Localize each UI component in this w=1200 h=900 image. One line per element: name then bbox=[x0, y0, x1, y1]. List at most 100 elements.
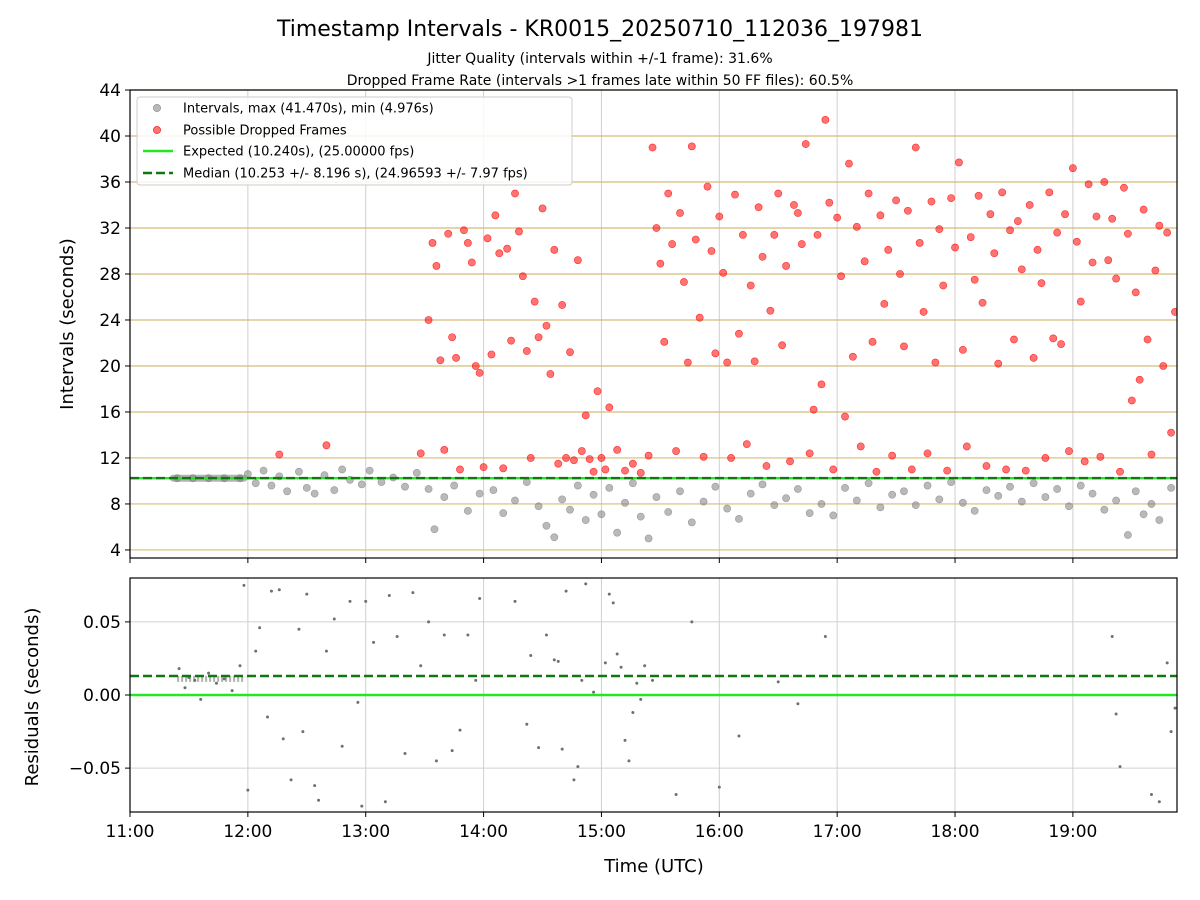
interval-point bbox=[1155, 516, 1164, 524]
dropped-frame-point bbox=[754, 203, 763, 212]
dropped-frame-point bbox=[1045, 188, 1054, 197]
dropped-frame-point bbox=[1017, 265, 1026, 274]
dropped-frame-point bbox=[577, 447, 586, 455]
interval-point bbox=[746, 489, 755, 498]
dropped-frame-point bbox=[668, 240, 677, 248]
dropped-frame-point bbox=[440, 446, 449, 454]
chart-subtitle-jitter: Jitter Quality (intervals within +/-1 fr… bbox=[426, 51, 772, 67]
dropped-frame-point bbox=[935, 225, 944, 234]
dropped-frame-point bbox=[892, 196, 900, 205]
dropped-frame-point bbox=[585, 455, 594, 464]
dropped-frame-point bbox=[974, 191, 983, 200]
interval-point bbox=[550, 533, 559, 542]
dropped-frame-point bbox=[672, 447, 680, 455]
dropped-frame-point bbox=[448, 333, 457, 342]
dropped-frame-point bbox=[518, 272, 527, 281]
dropped-frame-point bbox=[1147, 450, 1156, 459]
dropped-frame-point bbox=[1096, 452, 1105, 461]
dropped-frame-point bbox=[558, 301, 567, 309]
residual-point bbox=[183, 686, 187, 690]
top-y-tick-label: 40 bbox=[99, 127, 121, 147]
residual-point bbox=[552, 658, 556, 662]
residual-point bbox=[1157, 800, 1161, 804]
legend-dropped-marker bbox=[153, 126, 161, 134]
interval-point bbox=[424, 485, 433, 493]
interval-point bbox=[644, 534, 653, 543]
interval-point bbox=[267, 481, 276, 490]
residual-point bbox=[1110, 635, 1114, 638]
residual-point bbox=[603, 661, 607, 665]
residual-point bbox=[403, 752, 407, 755]
residual-point bbox=[372, 640, 376, 644]
dropped-frame-point bbox=[1076, 297, 1085, 306]
interval-point bbox=[377, 478, 386, 487]
residual-point bbox=[411, 591, 415, 595]
interval-point bbox=[295, 467, 303, 476]
interval-point bbox=[330, 486, 339, 495]
residual-point bbox=[222, 677, 226, 681]
dropped-frame-point bbox=[621, 466, 629, 475]
dropped-frame-point bbox=[813, 230, 822, 239]
residual-point bbox=[387, 594, 391, 598]
residual-point bbox=[434, 759, 438, 763]
residual-point bbox=[246, 788, 250, 792]
dropped-frame-point bbox=[475, 368, 484, 377]
top-plot-frame bbox=[129, 89, 1178, 559]
dropped-frame-point bbox=[731, 190, 739, 199]
top-y-tick-label: 32 bbox=[99, 219, 121, 239]
interval-point bbox=[805, 509, 814, 518]
dropped-frame-point bbox=[546, 370, 555, 378]
dropped-frame-point bbox=[994, 359, 1003, 368]
residual-point bbox=[525, 722, 529, 726]
legend-median-label: Median (10.253 +/- 8.196 s), (24.96593 +… bbox=[183, 167, 528, 182]
dropped-frame-point bbox=[738, 230, 747, 239]
dropped-frame-point bbox=[1108, 214, 1117, 223]
dropped-frame-point bbox=[746, 281, 755, 290]
interval-point bbox=[558, 495, 567, 504]
interval-point bbox=[1029, 479, 1038, 488]
dropped-frame-point bbox=[1021, 466, 1030, 475]
dropped-frame-point bbox=[817, 380, 826, 389]
interval-point bbox=[522, 478, 531, 487]
dropped-frame-point bbox=[864, 189, 873, 198]
residual-point bbox=[796, 702, 800, 706]
dropped-frame-point bbox=[699, 452, 708, 461]
dropped-frame-point bbox=[479, 463, 488, 472]
dropped-frame-point bbox=[1006, 226, 1014, 235]
interval-point bbox=[628, 479, 637, 488]
dropped-frame-point bbox=[1061, 210, 1069, 219]
dropped-frame-point bbox=[998, 188, 1007, 197]
dropped-frame-point bbox=[1084, 180, 1093, 189]
top-y-tick-label: 36 bbox=[99, 173, 121, 193]
interval-point bbox=[1053, 485, 1062, 493]
interval-point bbox=[310, 489, 319, 498]
dropped-frame-point bbox=[797, 240, 806, 248]
dropped-frame-point bbox=[1088, 258, 1097, 267]
interval-point bbox=[251, 479, 260, 488]
dropped-frame-point bbox=[322, 441, 331, 450]
interval-point bbox=[758, 480, 767, 489]
residual-point bbox=[580, 678, 584, 682]
dropped-frame-point bbox=[570, 456, 578, 465]
residual-point bbox=[674, 792, 678, 796]
interval-point bbox=[958, 498, 967, 507]
dropped-frame-point bbox=[982, 462, 991, 470]
interval-point bbox=[1112, 496, 1121, 505]
dropped-frame-point bbox=[1143, 335, 1152, 344]
interval-point bbox=[338, 465, 347, 474]
residual-point bbox=[635, 681, 639, 685]
dropped-frame-point bbox=[463, 239, 472, 247]
interval-point bbox=[841, 483, 849, 492]
dropped-frame-point bbox=[676, 209, 684, 217]
interval-point bbox=[829, 511, 838, 520]
interval-point bbox=[499, 509, 508, 518]
dropped-frame-point bbox=[735, 329, 743, 338]
interval-point bbox=[283, 487, 292, 496]
dropped-frame-point bbox=[876, 211, 885, 220]
residual-point bbox=[572, 778, 576, 782]
residual-point bbox=[289, 778, 293, 782]
bottom-plot-frame bbox=[129, 577, 1178, 813]
dropped-frame-point bbox=[837, 272, 845, 281]
residual-point bbox=[737, 734, 741, 738]
residual-point bbox=[776, 680, 780, 684]
